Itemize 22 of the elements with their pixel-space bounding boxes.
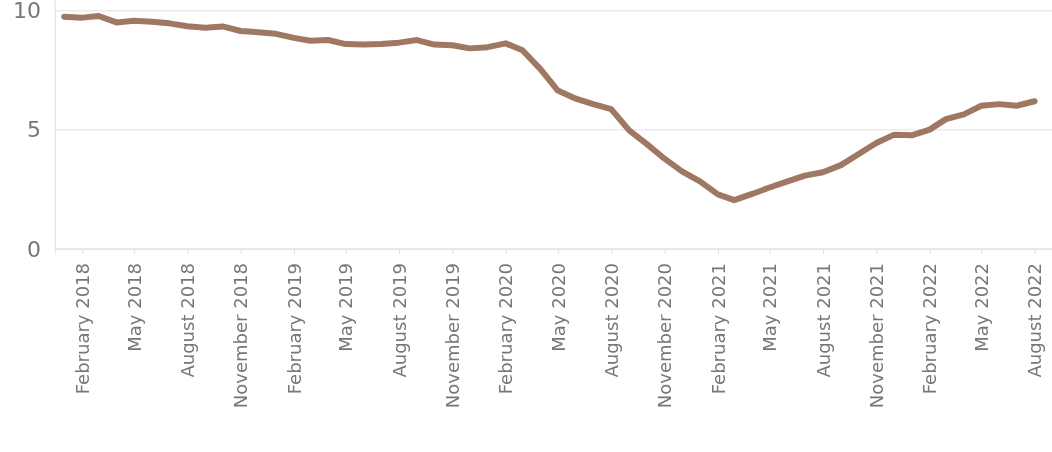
- x-tick-label: August 2020: [601, 263, 623, 378]
- x-tick-label: August 2022: [1024, 263, 1046, 378]
- x-tick-label: August 2019: [388, 263, 410, 378]
- x-tick-label: November 2021: [866, 263, 888, 409]
- x-tick-label: May 2021: [759, 263, 781, 352]
- x-tick-label: February 2021: [707, 263, 729, 395]
- x-tick-label: February 2018: [72, 263, 94, 395]
- x-tick-label: August 2021: [812, 263, 834, 378]
- x-tick-label: August 2018: [177, 263, 199, 378]
- x-tick-label: May 2020: [547, 263, 569, 352]
- y-tick-label: 0: [27, 236, 41, 262]
- y-tick-label: 10: [13, 0, 41, 24]
- x-tick-label: February 2022: [919, 263, 941, 395]
- x-tick-label: February 2020: [495, 263, 517, 395]
- x-tick-label: November 2020: [654, 263, 676, 409]
- x-tick-label: November 2019: [442, 263, 464, 409]
- y-tick-label: 5: [27, 117, 41, 143]
- x-tick-label: May 2019: [335, 263, 357, 352]
- x-tick-label: May 2018: [123, 263, 145, 352]
- x-tick-label: November 2018: [230, 263, 252, 409]
- x-tick-label: May 2022: [971, 263, 993, 352]
- x-tick-label: February 2019: [283, 263, 305, 395]
